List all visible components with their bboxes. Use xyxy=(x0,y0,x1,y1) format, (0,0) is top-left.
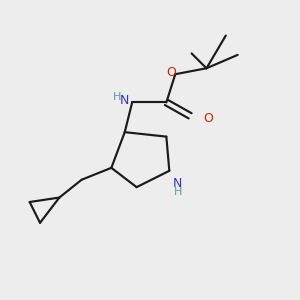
Text: H: H xyxy=(113,92,122,101)
Text: N: N xyxy=(173,177,182,190)
Text: O: O xyxy=(203,112,213,125)
Text: N: N xyxy=(120,94,129,106)
Text: O: O xyxy=(166,66,176,79)
Text: H: H xyxy=(173,187,182,197)
